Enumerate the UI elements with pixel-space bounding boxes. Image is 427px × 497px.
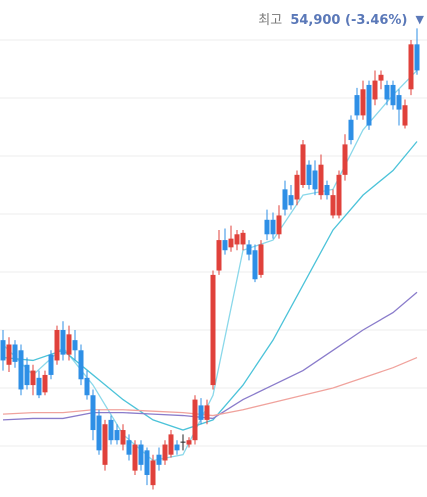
candle-body [12,344,18,362]
candle-body [402,105,408,126]
candle-body [258,244,264,275]
candle-body [384,84,390,100]
candle-body [354,95,360,116]
candle-body [288,195,294,206]
candle-body [42,374,48,393]
candle-body [144,450,150,475]
high-caption: 최고 [258,13,282,28]
candle-body [18,350,24,390]
candle-body [348,119,354,141]
candle-body [162,444,168,461]
candle-body [264,219,270,235]
candle-body [54,329,60,361]
candle-body [216,240,222,271]
candle-body [174,444,180,451]
candle-body [210,274,216,386]
high-label: 최고 54,900 (-3.46%) ▼ [258,13,424,28]
candle-body [312,170,318,190]
candle-body [228,238,234,248]
candle-body [366,84,372,126]
candle-body [300,144,306,185]
candle-body [282,189,288,210]
candle-body [330,195,336,216]
moving-average-line [2,69,418,462]
candle-body [0,340,6,361]
candle-body [246,244,252,255]
candle-body [222,240,228,251]
candle-body [396,95,402,110]
candle-body [192,399,198,441]
candle-body [36,377,42,396]
candle-body [72,340,78,351]
candle-body [270,219,276,235]
candle-body [84,377,90,396]
moving-average-line [2,356,418,417]
candle-body [378,74,384,81]
high-marker: ▼ [416,13,425,26]
candle-body [204,405,210,420]
candle-body [240,232,246,245]
candle-body [360,89,366,116]
candle-body [48,354,54,375]
candle-body [90,395,96,431]
moving-average-line [2,291,418,421]
candle-body [324,184,330,196]
candle-body [126,440,132,455]
candle-body [336,174,342,216]
candle-body [390,84,396,106]
candle-body [108,419,114,441]
high-value: 54,900 (-3.46%) [290,13,407,28]
candle-body [102,424,108,465]
candle-body [96,415,102,451]
candle-body [114,430,120,441]
candle-body [60,329,66,355]
candle-body [30,370,36,386]
candle-body [156,454,162,465]
candle-body [276,215,282,235]
candle-body [408,44,414,90]
moving-averages [2,69,418,462]
candle-body [198,405,204,420]
candles [0,28,420,490]
candle-body [168,434,174,455]
candle-body [66,334,72,355]
candle-body [294,174,300,200]
candle-body [342,144,348,175]
candle-body [120,430,126,445]
candle-body [318,164,324,196]
candle-body [24,364,30,386]
candle-body [6,344,12,365]
candle-body [306,164,312,185]
candle-body [252,250,258,280]
candle-body [132,444,138,471]
candle-body [186,440,192,445]
candle-body [372,80,378,100]
candle-body [234,234,240,245]
candle-body [138,444,144,465]
moving-average-line [2,141,418,431]
candle-body [78,350,84,380]
candle-body [180,441,186,443]
candle-body [150,460,156,486]
candle-body [414,44,420,71]
